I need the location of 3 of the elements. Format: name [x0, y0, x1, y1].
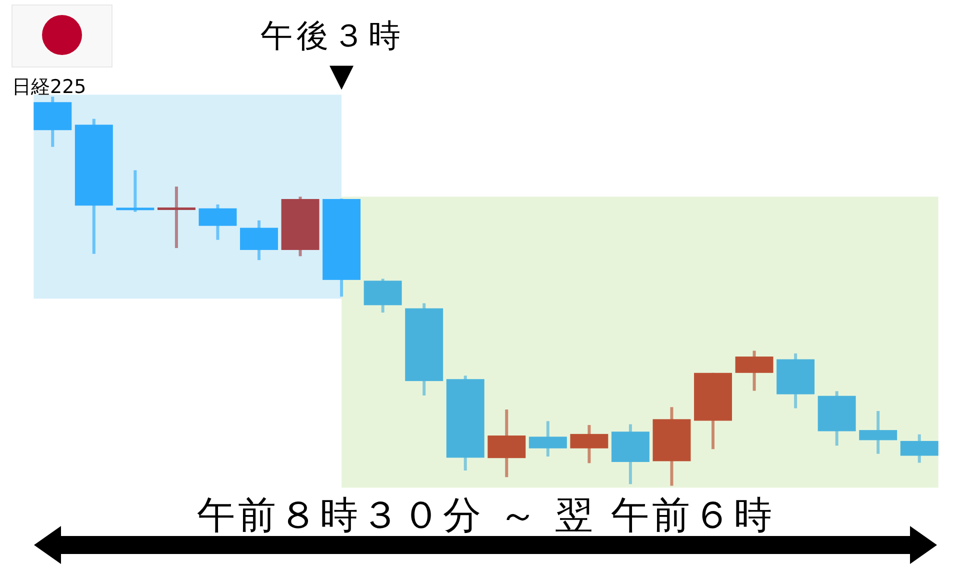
annotation: 午後３時	[260, 16, 405, 55]
title: 日経225	[12, 76, 86, 98]
xlabel: 午前８時３０分 ～ 翌 午前６時	[196, 493, 776, 537]
